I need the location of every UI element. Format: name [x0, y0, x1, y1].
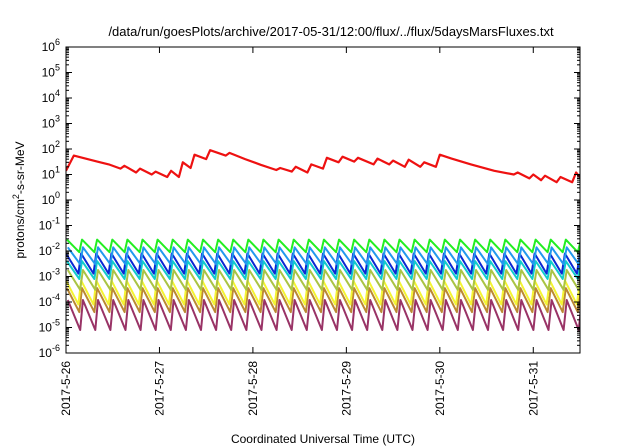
- series-line-2: [66, 246, 580, 266]
- y-axis-label-exp: 2: [11, 194, 21, 199]
- y-tick-label: 10-5: [39, 318, 60, 335]
- series-line-6: [66, 279, 580, 306]
- x-tick-label: 2017-5-28: [246, 361, 260, 416]
- y-tick-label: 10-4: [39, 292, 60, 309]
- series-line-8: [66, 299, 580, 331]
- y-tick-label: 10-3: [39, 267, 60, 284]
- chart-title: /data/run/goesPlots/archive/2017-05-31/1…: [108, 24, 554, 39]
- series-line-4: [66, 260, 580, 280]
- y-tick-label: 102: [42, 139, 60, 156]
- y-tick-label: 10-6: [39, 343, 60, 360]
- y-tick-label: 100: [42, 190, 60, 207]
- plot-series: [66, 149, 580, 331]
- y-axis: 10-6 10-5 10-4 10-3 10-2 10-1 100 101 102 103 104 1…: [39, 37, 580, 360]
- series-line-7: [66, 287, 580, 314]
- x-tick-label: 2017-5-26: [59, 361, 73, 416]
- x-axis: 2017-5-26 2017-5-27 2017-5-28 2017-5-29 2017…: [59, 47, 540, 416]
- y-axis-label: protons/cm2-s-sr-MeV: [11, 141, 27, 258]
- y-tick-label: 103: [42, 114, 60, 131]
- y-tick-label: 106: [42, 37, 60, 54]
- y-tick-label: 10-2: [39, 241, 60, 258]
- series-line-5: [66, 269, 580, 291]
- x-tick-label: 2017-5-27: [152, 361, 166, 416]
- series-line-1: [66, 238, 580, 254]
- y-tick-label: 105: [42, 63, 60, 80]
- x-axis-label: Coordinated Universal Time (UTC): [231, 432, 415, 446]
- y-tick-label: 101: [42, 165, 60, 182]
- y-tick-label: 104: [42, 88, 60, 105]
- y-axis-label-part2: -s-sr-MeV: [13, 141, 27, 194]
- x-tick-label: 2017-5-29: [339, 361, 353, 416]
- y-axis-label-part1: protons/cm: [13, 199, 27, 258]
- x-tick-label: 2017-5-30: [433, 361, 447, 416]
- series-line-0: [66, 149, 580, 184]
- x-tick-label: 2017-5-31: [526, 361, 540, 416]
- y-tick-label: 10-1: [39, 216, 60, 233]
